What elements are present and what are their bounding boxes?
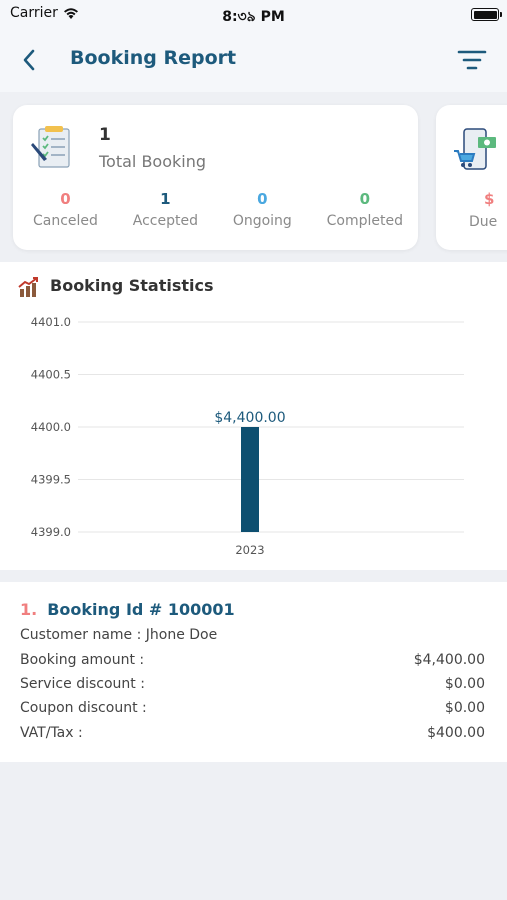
back-button[interactable] — [18, 47, 42, 73]
carrier-label: Carrier — [10, 5, 58, 21]
total-booking-value: 1 — [99, 125, 111, 145]
x-tick-label: 2023 — [235, 543, 264, 557]
page-title: Booking Report — [70, 47, 237, 69]
booking-amount-row: Booking amount : $4,400.00 — [20, 652, 485, 668]
chart-growth-icon — [18, 276, 40, 298]
booking-status-counts: 0 Canceled 1 Accepted 0 Ongoing 0 Comple… — [33, 190, 403, 229]
ongoing-count: 0 — [257, 190, 268, 208]
mobile-payment-icon — [454, 127, 498, 173]
coupon-discount-row: Coupon discount : $0.00 — [20, 700, 485, 716]
customer-name: Customer name : Jhone Doe — [20, 627, 218, 643]
clipboard-checklist-icon — [31, 125, 75, 171]
y-tick-label: 4399.0 — [31, 525, 71, 539]
service-discount-row: Service discount : $0.00 — [20, 676, 485, 692]
booking-card[interactable]: 1. Booking Id # 100001 Customer name : Jh… — [0, 582, 507, 762]
statistics-title: Booking Statistics — [50, 276, 214, 295]
vat-tax-label: VAT/Tax : — [20, 725, 83, 741]
coupon-discount-value: $0.00 — [444, 700, 485, 716]
due-value: $ — [484, 190, 495, 208]
stat-canceled: 0 Canceled — [33, 190, 98, 229]
total-booking-label: Total Booking — [99, 152, 207, 171]
wifi-icon — [62, 5, 80, 24]
booking-statistics-section: Booking Statistics 4401.0 4400.5 4400.0 439… — [0, 262, 507, 570]
clock: 8:৩৯ PM — [222, 9, 285, 25]
due-amount-card: $ Due — [436, 105, 507, 250]
y-tick-label: 4400.5 — [31, 368, 71, 382]
booking-header: 1. Booking Id # 100001 — [20, 600, 235, 619]
booking-id: Booking Id # 100001 — [47, 600, 235, 619]
app-bar: Booking Report — [0, 30, 507, 92]
accepted-count: 1 — [160, 190, 171, 208]
ongoing-label: Ongoing — [232, 213, 292, 229]
battery-icon — [471, 8, 502, 21]
filter-button[interactable] — [457, 48, 487, 72]
due-label: Due — [469, 214, 498, 230]
status-bar: Carrier 8:৩৯ PM — [0, 0, 507, 30]
stat-accepted: 1 Accepted — [133, 190, 198, 229]
completed-count: 0 — [359, 190, 371, 208]
canceled-count: 0 — [60, 190, 71, 208]
vat-tax-value: $400.00 — [427, 725, 485, 741]
y-tick-label: 4400.0 — [31, 420, 71, 434]
total-booking-card: 1 Total Booking 0 Canceled 1 Accepted 0 … — [13, 105, 418, 250]
booking-index: 1. — [20, 600, 38, 619]
bar-value-label: $4,400.00 — [214, 410, 285, 426]
y-tick-label: 4401.0 — [31, 315, 71, 329]
service-discount-label: Service discount : — [20, 676, 145, 692]
booking-statistics-chart: 4401.0 4400.5 4400.0 4399.5 4399.0 $4,400.00 2… — [31, 315, 464, 557]
service-discount-value: $0.00 — [444, 676, 485, 692]
booking-amount-label: Booking amount : — [20, 652, 145, 668]
chart-bar — [241, 427, 259, 532]
customer-name-row: Customer name : Jhone Doe — [20, 627, 485, 643]
y-tick-label: 4399.5 — [31, 473, 71, 487]
completed-label: Completed — [326, 213, 403, 229]
filter-icon — [457, 50, 487, 70]
canceled-label: Canceled — [33, 213, 98, 229]
summary-cards[interactable]: 1 Total Booking 0 Canceled 1 Accepted 0 … — [0, 92, 507, 262]
chevron-left-icon — [23, 49, 35, 71]
coupon-discount-label: Coupon discount : — [20, 700, 147, 716]
vat-tax-row: VAT/Tax : $400.00 — [20, 725, 485, 741]
stat-ongoing: 0 Ongoing — [233, 190, 292, 229]
stat-completed: 0 Completed — [327, 190, 403, 229]
booking-amount-value: $4,400.00 — [413, 652, 485, 668]
accepted-label: Accepted — [132, 213, 198, 229]
